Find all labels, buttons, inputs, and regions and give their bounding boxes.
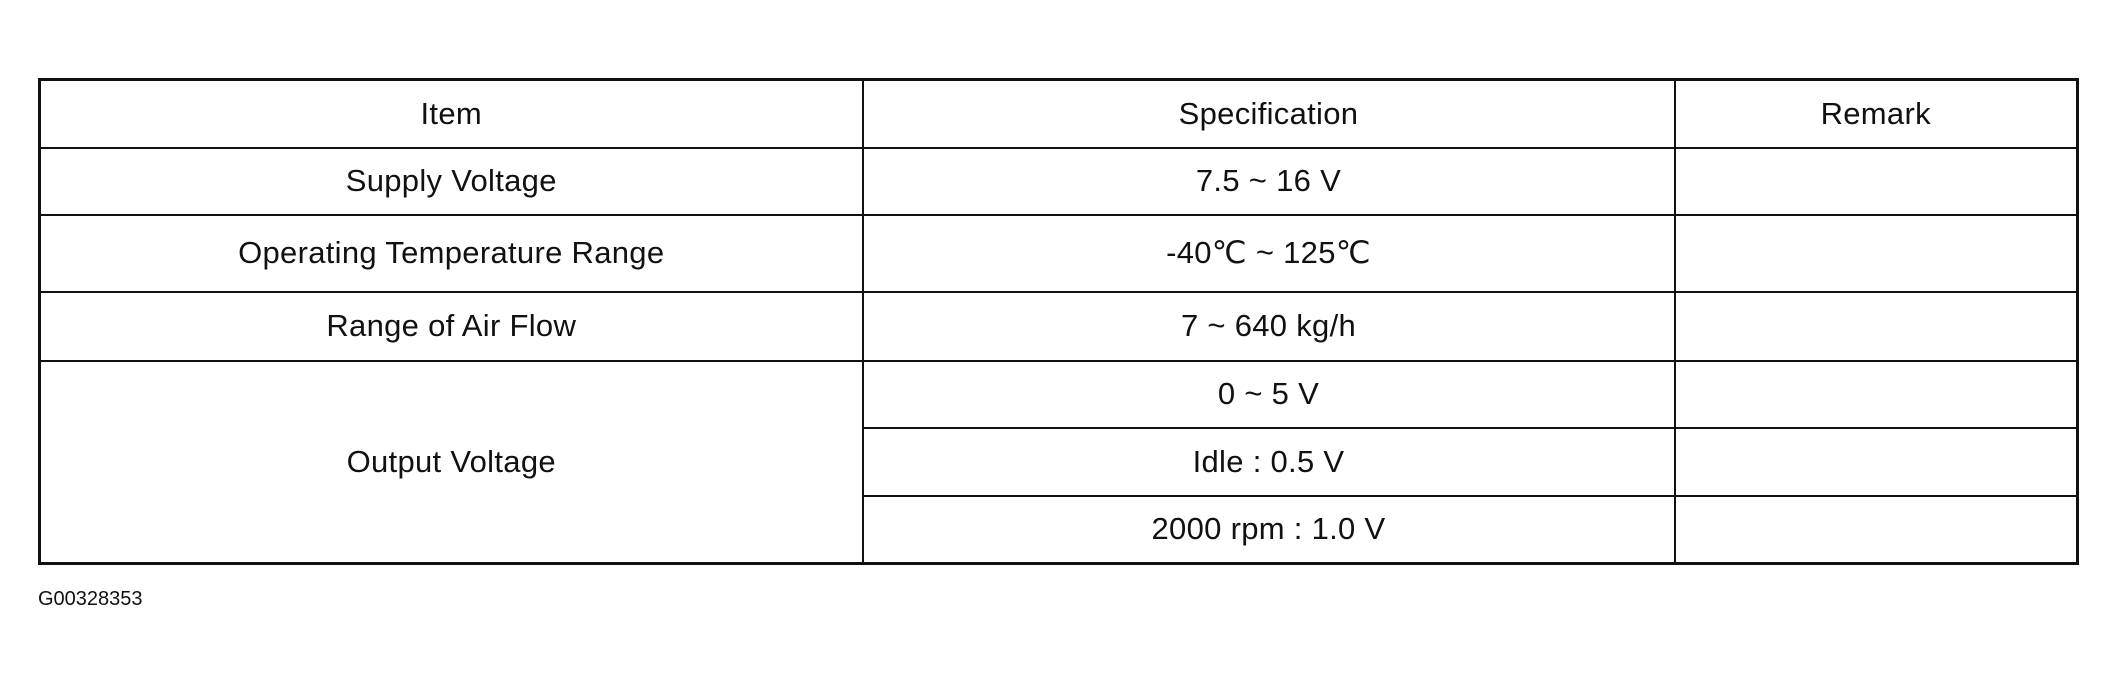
header-specification: Specification [861,78,1676,149]
remark-cell [1673,359,2079,429]
remark-cell [1673,426,2079,497]
spec-cell: Idle : 0.5 V [861,426,1676,497]
table-row: Range of Air Flow 7 ~ 640 kg/h [38,290,2079,362]
table-row: 2000 rpm : 1.0 V [40,494,2079,565]
table-row: Operating Temperature Range -40℃ ~ 125℃ [38,213,2079,293]
header-remark: Remark [1673,78,2079,149]
spec-cell: -40℃ ~ 125℃ [861,213,1676,293]
item-cell: Supply Voltage [38,146,864,216]
spec-cell: 7 ~ 640 kg/h [861,290,1676,362]
spec-cell: 2000 rpm : 1.0 V [861,494,1676,565]
table-row: Supply Voltage 7.5 ~ 16 V [38,146,2079,216]
table-row: Output Voltage 0 ~ 5 V [38,359,2079,565]
item-cell: Output Voltage [38,359,864,565]
header-row: Item Specification Remark [38,78,2079,149]
item-cell: Range of Air Flow [38,290,864,362]
table-row: Idle : 0.5 V [40,426,2079,497]
remark-cell [1673,146,2079,216]
remark-cell [1673,494,2079,565]
specification-table: Item Specification Remark Supply Voltage… [38,78,2079,565]
item-cell: Operating Temperature Range [38,213,864,293]
header-item: Item [38,78,864,149]
figure-code: G00328353 [38,588,143,610]
spec-cell: 7.5 ~ 16 V [861,146,1676,216]
spec-cell: 0 ~ 5 V [861,359,1676,429]
remark-cell [1673,290,2079,362]
remark-cell [1673,213,2079,293]
